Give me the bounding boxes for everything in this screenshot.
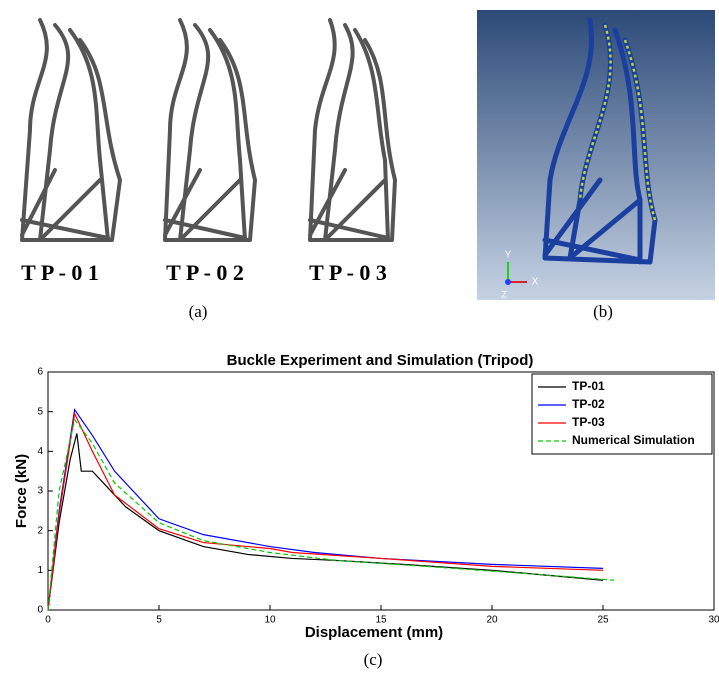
axis-z-label: Z xyxy=(501,289,507,299)
y-tick-label: 6 xyxy=(37,367,43,378)
x-tick-label: 30 xyxy=(708,615,719,626)
x-tick-label: 5 xyxy=(156,615,162,626)
caption: (b) xyxy=(593,302,613,321)
x-tick-label: 20 xyxy=(486,615,498,626)
y-tick-label: 3 xyxy=(37,486,43,497)
x-tick-label: 25 xyxy=(597,615,609,626)
x-tick-label: 10 xyxy=(264,615,276,626)
y-tick-label: 1 xyxy=(37,565,43,576)
legend-label: Numerical Simulation xyxy=(572,433,695,447)
chart-title: Buckle Experiment and Simulation (Tripod… xyxy=(227,352,534,369)
y-tick-label: 4 xyxy=(37,446,43,457)
series-line xyxy=(47,411,604,611)
x-tick-label: 0 xyxy=(45,615,51,626)
axis-x-label: X xyxy=(532,277,539,288)
y-tick-label: 0 xyxy=(37,605,43,616)
photo-tp01 xyxy=(20,18,123,242)
y-axis-title: Force (kN) xyxy=(13,454,30,528)
caption: (c) xyxy=(364,650,383,669)
legend-label: TP-01 xyxy=(572,379,605,393)
series-line xyxy=(47,408,604,611)
legend-label: TP-03 xyxy=(572,415,605,429)
axis-y-label: Y xyxy=(505,250,512,261)
specimen-label: T P - 0 2 xyxy=(166,260,244,285)
series-line xyxy=(47,418,615,611)
specimen-label: T P - 0 3 xyxy=(309,260,387,285)
y-tick-label: 2 xyxy=(37,525,43,536)
x-axis-title: Displacement (mm) xyxy=(305,624,443,641)
x-tick-label: 15 xyxy=(375,615,387,626)
photo-tp03 xyxy=(308,18,398,242)
y-tick-label: 5 xyxy=(37,406,43,417)
photo-tp02 xyxy=(163,18,258,242)
caption: (a) xyxy=(189,302,208,321)
series-line xyxy=(47,433,604,611)
simulation-image xyxy=(477,10,715,300)
legend-label: TP-02 xyxy=(572,397,605,411)
specimen-label: T P - 0 1 xyxy=(21,260,99,285)
